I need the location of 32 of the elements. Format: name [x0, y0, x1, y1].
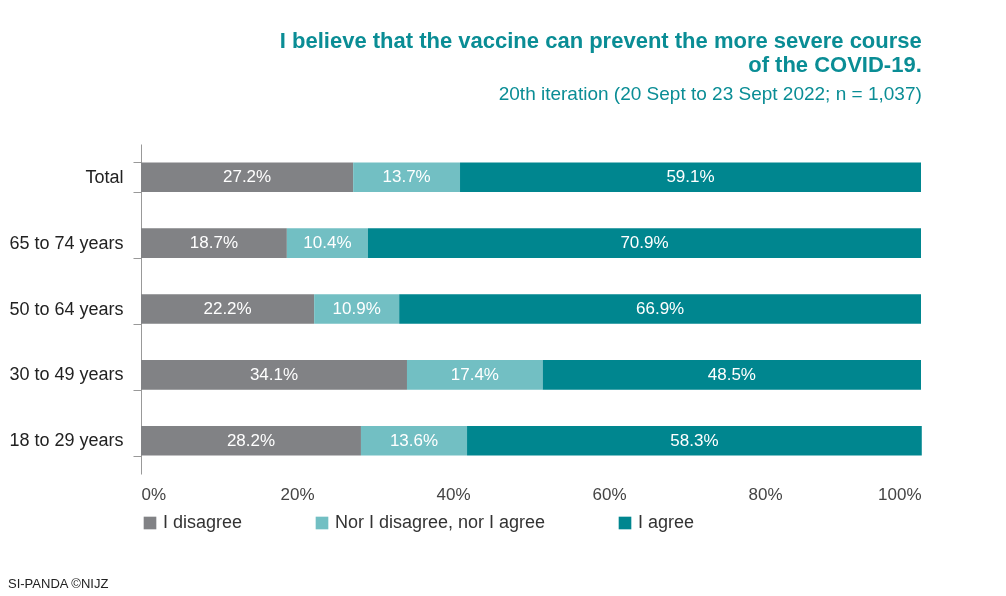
data-label: 58.3%	[670, 430, 719, 450]
data-label: 17.4%	[450, 364, 499, 384]
legend-label: Nor I disagree, nor I agree	[335, 512, 546, 532]
data-label: 10.9%	[332, 299, 381, 318]
x-tick-label: 0%	[141, 484, 167, 504]
data-label: 34.1%	[249, 364, 299, 384]
x-tick-label: 80%	[748, 484, 783, 504]
data-label: 13.6%	[389, 430, 439, 450]
y-tick-label: 18 to 29 years	[9, 430, 124, 451]
text: SI-PANDA ©NIJZ	[8, 576, 109, 591]
y-tick-label: 30 to 49 years	[9, 364, 124, 385]
data-label: 59.1%	[666, 167, 715, 187]
data-label: 13.7%	[382, 167, 431, 187]
data-label: 70.9%	[620, 233, 669, 253]
x-tick-label: 40%	[436, 484, 471, 504]
y-tick-label: 65 to 74 years	[9, 232, 124, 253]
data-label: 28.2%	[226, 430, 276, 450]
data-label: 10.4%	[303, 233, 352, 253]
data-label: 48.5%	[707, 364, 756, 384]
data-label: 66.9%	[635, 299, 685, 318]
y-tick-label: Total	[85, 166, 124, 187]
x-tick-label: 100%	[878, 484, 922, 504]
x-tick-label: 20%	[280, 484, 315, 504]
y-tick-label: 50 to 64 years	[9, 298, 124, 319]
legend-label: I agree	[638, 512, 695, 532]
x-tick-label: 60%	[592, 484, 627, 504]
legend-label: I disagree	[163, 512, 243, 532]
data-label: 22.2%	[203, 299, 252, 318]
chart-subtitle: 20th iteration (20 Sept to 23 Sept 2022; n = 1,037)	[498, 83, 922, 104]
chart-title: I believe that the vaccine can prevent the more severe course of the COVID-19.	[279, 28, 922, 77]
data-label: 18.7%	[189, 233, 239, 253]
data-label: 27.2%	[222, 167, 272, 187]
